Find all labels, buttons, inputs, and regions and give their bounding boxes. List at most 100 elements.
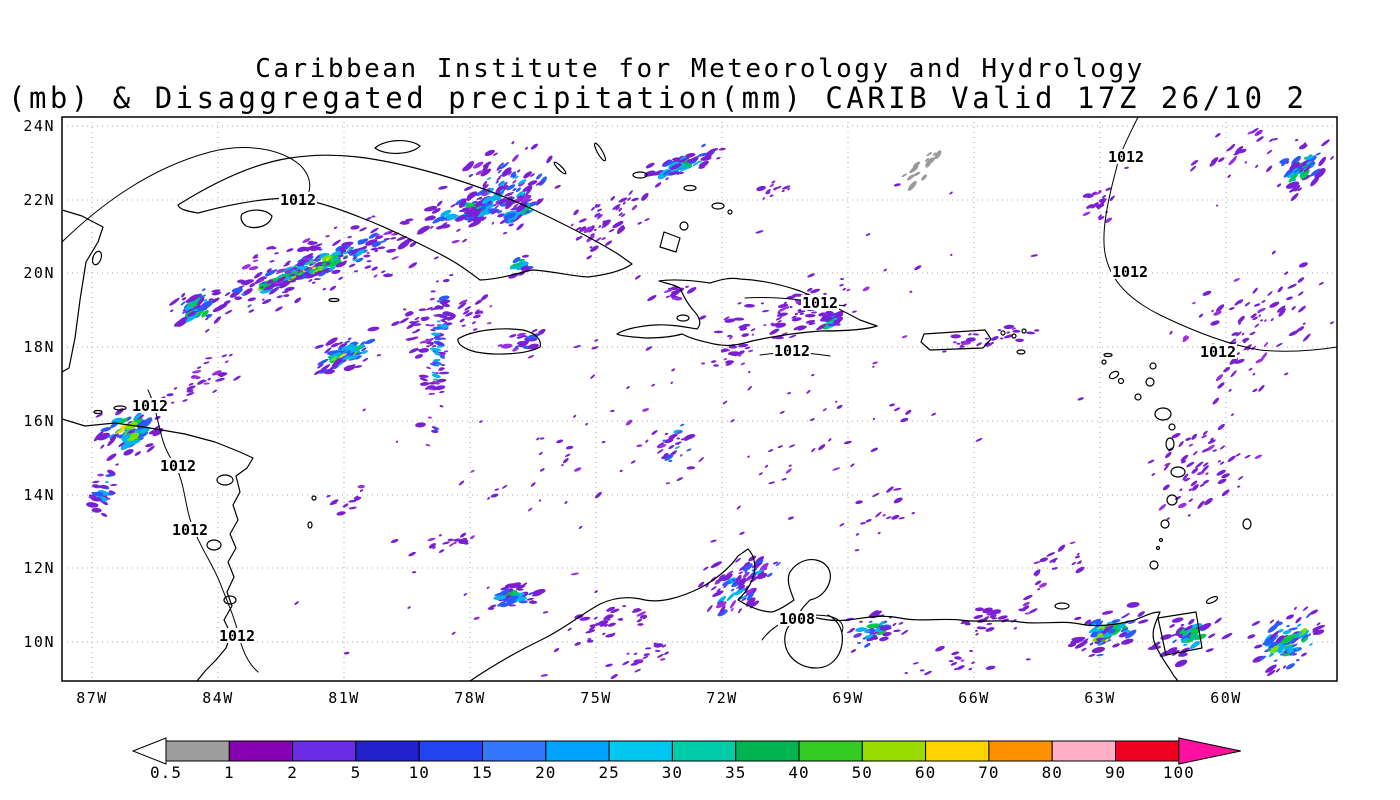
- precip-cell: [893, 497, 903, 504]
- precip-cell: [583, 226, 593, 233]
- precip-cell: [950, 253, 953, 256]
- precip-cell: [317, 363, 324, 369]
- precip-cell: [525, 186, 533, 196]
- precip-cell: [642, 655, 649, 659]
- precip-cell: [575, 226, 582, 231]
- precip-cell: [473, 616, 480, 620]
- coastline-nevis: [1117, 377, 1125, 385]
- precip-cell: [468, 220, 482, 228]
- precip-cell: [262, 298, 272, 305]
- precip-cell: [461, 324, 466, 327]
- precip-cell: [1100, 639, 1105, 642]
- colorbar-tick-label: 80: [1042, 763, 1063, 782]
- precip-cell: [530, 143, 538, 150]
- precip-cell: [799, 312, 804, 315]
- precip-cell: [431, 208, 441, 214]
- precip-cell: [864, 642, 871, 648]
- precip-cell: [626, 652, 630, 655]
- precip-cell: [169, 309, 174, 313]
- precip-cell: [459, 318, 465, 323]
- precip-cell: [428, 543, 436, 549]
- precip-cell: [354, 346, 362, 350]
- precip-cell: [453, 538, 461, 542]
- precip-cell: [956, 342, 961, 345]
- precip-cell: [781, 478, 787, 481]
- precip-cell: [1237, 315, 1245, 324]
- precip-cell: [197, 379, 206, 385]
- precip-cell: [1210, 437, 1214, 441]
- precip-cell: [1091, 646, 1106, 654]
- precip-cell: [1183, 643, 1188, 646]
- precip-cell: [521, 191, 526, 197]
- precip-cell: [1267, 669, 1276, 677]
- precip-cell: [671, 368, 676, 372]
- precip-cell: [427, 537, 436, 542]
- precip-cell: [133, 413, 142, 421]
- precip-cell: [434, 314, 438, 317]
- precip-cell: [201, 310, 209, 318]
- precip-cell: [1299, 629, 1310, 638]
- precip-cell: [907, 180, 917, 191]
- precip-cell: [281, 272, 292, 278]
- precip-cell: [668, 459, 673, 463]
- precip-cell: [1208, 633, 1216, 639]
- lat-tick-label: 10N: [23, 633, 55, 651]
- precip-cell: [1033, 569, 1041, 576]
- precip-cell: [336, 511, 346, 516]
- precip-cell: [1089, 642, 1094, 646]
- precip-cell: [1088, 625, 1100, 634]
- precip-cell: [891, 514, 900, 520]
- precip-cell: [357, 484, 365, 489]
- precip-cell: [1074, 555, 1081, 559]
- precip-cell: [486, 586, 490, 590]
- precip-cell: [985, 627, 995, 632]
- precip-cell: [631, 608, 642, 613]
- precip-cell: [359, 489, 364, 492]
- precip-cell: [1123, 612, 1130, 618]
- precip-cell: [762, 309, 770, 313]
- precip-cell: [324, 347, 332, 354]
- precip-cell: [726, 592, 736, 602]
- precip-cell: [497, 588, 510, 598]
- precip-cell: [174, 320, 183, 327]
- precip-cell: [342, 255, 348, 258]
- precip-cell: [1249, 331, 1256, 336]
- precip-cell: [1267, 623, 1279, 633]
- precip-cell: [1283, 171, 1290, 178]
- precip-cell: [594, 339, 599, 342]
- precip-cell: [664, 454, 674, 461]
- precip-cell: [329, 499, 339, 506]
- precip-cell: [331, 250, 341, 257]
- precip-cell: [516, 223, 524, 231]
- precip-cell: [1258, 314, 1261, 317]
- precip-cell: [526, 597, 534, 601]
- precip-cell: [617, 617, 623, 621]
- precip-cell: [573, 467, 582, 472]
- precip-cell: [738, 608, 743, 612]
- precip-cell: [312, 269, 319, 275]
- precip-cell: [1003, 334, 1014, 339]
- precip-cell: [656, 649, 661, 653]
- precip-cell: [517, 263, 521, 266]
- precip-cell: [321, 265, 329, 270]
- precip-cell: [1182, 334, 1187, 340]
- precip-cell: [849, 627, 856, 632]
- coastline-lagoon-3: [223, 595, 237, 605]
- precip-cell: [315, 258, 322, 262]
- precip-cell: [173, 387, 178, 390]
- precip-cell: [997, 615, 1008, 620]
- precip-cell: [391, 321, 400, 327]
- precip-cell: [1247, 131, 1253, 135]
- precip-cell: [328, 266, 336, 271]
- precip-cell: [297, 259, 302, 263]
- precip-cell: [234, 296, 243, 301]
- coastline-guadeloupe: [1154, 407, 1172, 421]
- precip-cell: [185, 309, 192, 314]
- precip-cell: [698, 315, 707, 320]
- precip-cell: [436, 200, 443, 207]
- precip-cell: [467, 191, 475, 202]
- precip-cell: [468, 206, 473, 211]
- precip-cell: [859, 522, 867, 525]
- precip-cell: [901, 173, 907, 178]
- precip-cell: [1288, 173, 1298, 183]
